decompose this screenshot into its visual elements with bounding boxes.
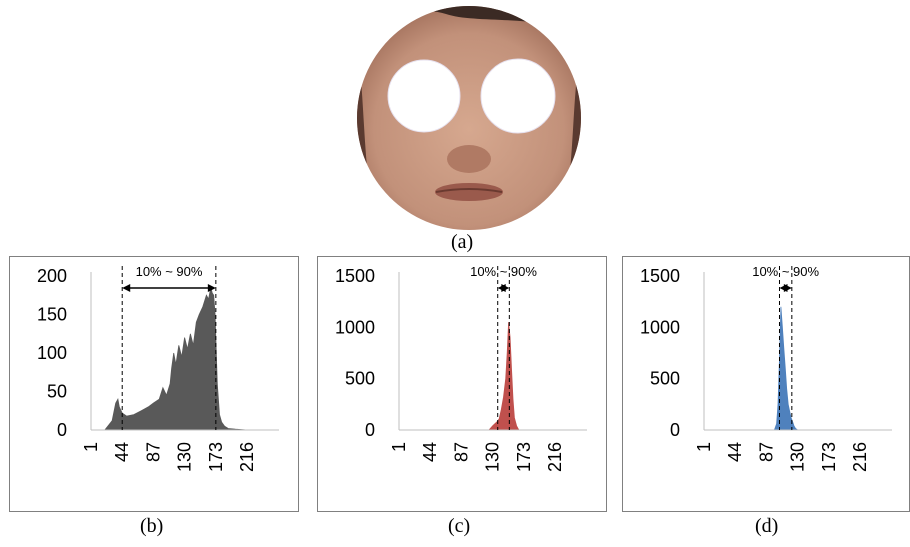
x-tick-label: 130 (788, 442, 808, 472)
band-annotation: 10% ~ 90% (752, 264, 819, 279)
y-tick-label: 1000 (640, 317, 680, 337)
histogram-panel-b: 0 50 100 150 200 1 44 87 130 173 216 10% ~ 90% (9, 256, 299, 512)
x-tick-label: 216 (237, 442, 257, 472)
y-tick-label: 0 (365, 420, 375, 440)
y-tick-label: 1500 (335, 266, 375, 286)
caption-d: (d) (755, 515, 778, 538)
x-tick-label: 1 (694, 442, 714, 452)
y-tick-label: 150 (37, 305, 67, 325)
histogram-panel-c: 0 500 1000 1500 1 44 87 130 173 216 10% ~ 90% (317, 256, 607, 512)
face-image (356, 4, 582, 232)
x-tick-label: 216 (850, 442, 870, 472)
y-tick-label: 200 (37, 266, 67, 286)
y-tick-label: 1500 (640, 266, 680, 286)
x-tick-label: 87 (143, 442, 163, 462)
histogram-gray: 0 50 100 150 200 1 44 87 130 173 216 10% ~ 90% (9, 256, 299, 512)
band-annotation: 10% ~ 90% (136, 264, 203, 279)
y-tick-label: 500 (345, 369, 375, 389)
x-tick-label: 44 (725, 442, 745, 462)
histogram-panel-d: 0 500 1000 1500 1 44 87 130 173 216 10% ~ 90% (622, 256, 910, 512)
x-tick-label: 130 (483, 442, 503, 472)
x-tick-label: 1 (81, 442, 101, 452)
x-tick-label: 173 (819, 442, 839, 472)
x-tick-label: 44 (112, 442, 132, 462)
y-tick-label: 100 (37, 343, 67, 363)
band-annotation: 10% ~ 90% (470, 264, 537, 279)
caption-b: (b) (140, 515, 163, 538)
y-tick-label: 50 (47, 382, 67, 402)
caption-c: (c) (448, 515, 470, 538)
x-tick-label: 216 (545, 442, 565, 472)
y-tick-label: 1000 (335, 317, 375, 337)
x-tick-label: 130 (175, 442, 195, 472)
caption-a: (a) (451, 231, 473, 254)
x-tick-label: 1 (389, 442, 409, 452)
histogram-red: 0 500 1000 1500 1 44 87 130 173 216 10% ~ 90% (317, 256, 607, 512)
x-tick-label: 173 (514, 442, 534, 472)
x-tick-label: 87 (451, 442, 471, 462)
y-tick-label: 0 (670, 420, 680, 440)
histogram-blue: 0 500 1000 1500 1 44 87 130 173 216 10% ~ 90% (622, 256, 910, 512)
x-tick-label: 44 (420, 442, 440, 462)
x-tick-label: 173 (206, 442, 226, 472)
y-tick-label: 500 (650, 369, 680, 389)
y-tick-label: 0 (57, 420, 67, 440)
x-tick-label: 87 (756, 442, 776, 462)
